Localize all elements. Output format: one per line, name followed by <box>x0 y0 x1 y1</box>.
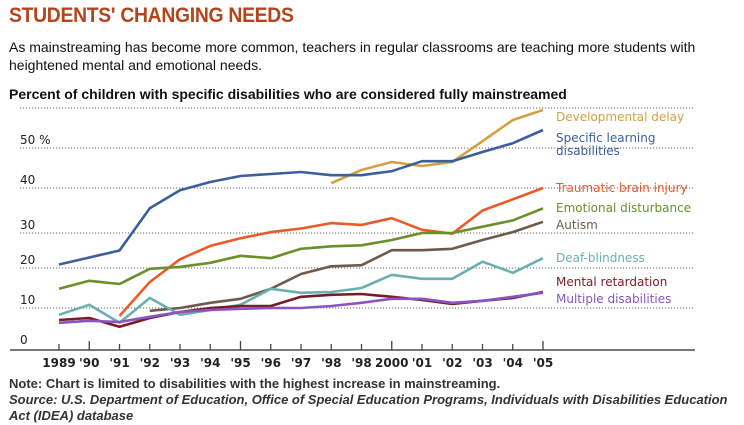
series-line-specific-learning-disabilities <box>58 128 544 266</box>
series-line-autism <box>149 220 544 313</box>
legend-label: Specific learning disabilities <box>556 131 655 158</box>
chart-note: Note: Chart is limited to disabilities w… <box>9 376 501 391</box>
x-tick-label: '91 <box>109 356 129 370</box>
x-tick-label: '94 <box>200 356 220 370</box>
x-tick-label: '03 <box>472 356 492 370</box>
x-axis: 1989 '90 '91 '92 '93 '94 '95 '96 '97 '98 '98 2000 '0… <box>10 341 695 370</box>
y-tick-label: 50 % <box>20 133 51 147</box>
y-tick-label: 0 <box>20 333 28 347</box>
y-tick-label: 10 <box>20 293 35 307</box>
legend-label: Emotional disturbance <box>556 201 691 215</box>
x-tick-label: '93 <box>170 356 190 370</box>
legend-label: Traumatic brain injury <box>555 181 688 195</box>
x-tick-label: '98 <box>321 356 341 370</box>
legend-label: Deaf-blindness <box>556 251 645 265</box>
x-tick-label: '05 <box>533 356 553 370</box>
x-tick-label: '90 <box>79 356 99 370</box>
legend-label-line: disabilities <box>556 144 620 158</box>
x-tick-label: '98 <box>351 356 371 370</box>
x-tick-label: '96 <box>261 356 281 370</box>
legend-label-line: Developmental delay <box>556 110 684 124</box>
x-tick-label: '97 <box>291 356 311 370</box>
legend-label: Autism <box>556 218 598 232</box>
series-line-developmental-delay <box>330 108 544 185</box>
x-tick-label: '02 <box>442 356 462 370</box>
page-title: STUDENTS' CHANGING NEEDS <box>9 4 294 27</box>
legend-label-line: Multiple disabilities <box>556 292 671 306</box>
x-tick-label: '01 <box>412 356 432 370</box>
legend-label-line: Deaf-blindness <box>556 251 645 265</box>
x-tick-label: '95 <box>230 356 250 370</box>
y-tick-label: 30 <box>20 218 35 232</box>
legend-label: Multiple disabilities <box>556 292 671 306</box>
series-lines <box>58 108 544 329</box>
series-line-traumatic-brain-injury <box>118 186 544 317</box>
legend-label-line: Traumatic brain injury <box>555 181 688 195</box>
series-line-mental-retardation <box>58 290 544 329</box>
x-tick-label: '92 <box>140 356 160 370</box>
x-tick-label: 1989 <box>42 356 75 370</box>
legend-label: Developmental delay <box>556 110 684 124</box>
legend-label-line: Specific learning <box>556 131 655 145</box>
subtitle: As mainstreaming has become more common,… <box>9 39 696 73</box>
series-line-multiple-disabilities <box>58 291 544 325</box>
line-chart: 0 10 20 30 40 50 % 1989 '90 '91 '92 '93 '94 '95 '96 '… <box>10 107 695 370</box>
chart-title: Percent of children with specific disabi… <box>9 86 567 102</box>
y-tick-label: 20 <box>20 253 35 267</box>
legend-labels: Developmental delay Specific learning disa… <box>555 110 691 306</box>
series-line-emotional-disturbance <box>58 207 544 291</box>
y-axis-labels: 0 10 20 30 40 50 % <box>20 133 51 347</box>
x-tick-label: '04 <box>503 356 523 370</box>
legend-label-line: Mental retardation <box>556 275 667 289</box>
legend-label-line: Autism <box>556 218 598 232</box>
series-line-deaf-blindness <box>58 257 544 325</box>
legend-label: Mental retardation <box>556 275 667 289</box>
chart-source: Source: U.S. Department of Education, Of… <box>9 392 728 423</box>
x-tick-label: 2000 <box>375 356 408 370</box>
y-tick-label: 40 <box>20 173 35 187</box>
legend-label-line: Emotional disturbance <box>556 201 691 215</box>
